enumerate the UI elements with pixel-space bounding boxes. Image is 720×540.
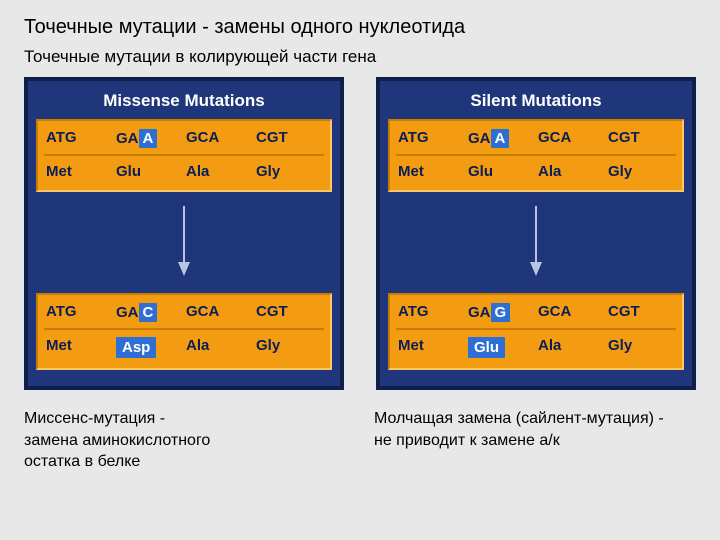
panel-missense: Missense Mutations ATG GAA GCA CGT Met G…	[24, 77, 344, 390]
codon-cell: GAG	[466, 299, 536, 326]
aa-row: Met Glu Ala Gly	[396, 159, 676, 184]
mutation-highlight: G	[491, 303, 511, 322]
aa-cell: Met	[396, 333, 466, 362]
codon-cell: CGT	[254, 125, 324, 152]
aa-cell: Ala	[536, 333, 606, 362]
captions-row: Миссенс-мутация - замена аминокислотного…	[24, 408, 696, 473]
arrow-down	[36, 198, 332, 293]
caption-silent: Молчащая замена (сайлент-мутация) - не п…	[374, 408, 694, 473]
codon-cell: CGT	[606, 299, 676, 326]
mutation-highlight: A	[491, 129, 510, 148]
aa-cell: Gly	[254, 333, 324, 362]
aa-row: Met Glu Ala Gly	[44, 159, 324, 184]
codon-cell: ATG	[44, 299, 114, 326]
missense-top-block: ATG GAA GCA CGT Met Glu Ala Gly	[36, 119, 332, 192]
aa-highlight: Asp	[116, 337, 156, 358]
arrow-down-icon	[176, 206, 192, 276]
codon-cell: GAC	[114, 299, 184, 326]
aa-cell: Met	[44, 159, 114, 184]
codon-row: ATG GAA GCA CGT	[44, 125, 324, 156]
codon-cell: GCA	[184, 299, 254, 326]
aa-cell: Ala	[184, 159, 254, 184]
arrow-down-icon	[528, 206, 544, 276]
codon-cell: CGT	[254, 299, 324, 326]
caption-missense: Миссенс-мутация - замена аминокислотного…	[24, 408, 344, 473]
codon-row: ATG GAG GCA CGT	[396, 299, 676, 330]
codon-cell: GCA	[536, 125, 606, 152]
aa-cell: Asp	[114, 333, 184, 362]
page-subtitle: Точечные мутации в колирующей части гена	[24, 47, 696, 67]
codon-cell: ATG	[396, 125, 466, 152]
aa-row: Met Glu Ala Gly	[396, 333, 676, 362]
silent-bottom-block: ATG GAG GCA CGT Met Glu Ala Gly	[388, 293, 684, 370]
codon-cell: GCA	[184, 125, 254, 152]
aa-cell: Met	[396, 159, 466, 184]
aa-cell: Met	[44, 333, 114, 362]
aa-cell: Ala	[184, 333, 254, 362]
aa-cell: Glu	[466, 333, 536, 362]
codon-cell: ATG	[44, 125, 114, 152]
panel-silent: Silent Mutations ATG GAA GCA CGT Met Glu…	[376, 77, 696, 390]
aa-cell: Gly	[606, 159, 676, 184]
aa-highlight: Glu	[468, 337, 505, 358]
aa-cell: Glu	[114, 159, 184, 184]
codon-cell: ATG	[396, 299, 466, 326]
mutation-highlight: C	[139, 303, 158, 322]
panel-title-missense: Missense Mutations	[36, 87, 332, 119]
aa-cell: Ala	[536, 159, 606, 184]
panels-row: Missense Mutations ATG GAA GCA CGT Met G…	[24, 77, 696, 390]
aa-cell: Gly	[254, 159, 324, 184]
codon-cell: GCA	[536, 299, 606, 326]
aa-row: Met Asp Ala Gly	[44, 333, 324, 362]
panel-title-silent: Silent Mutations	[388, 87, 684, 119]
codon-cell: GAA	[466, 125, 536, 152]
silent-top-block: ATG GAA GCA CGT Met Glu Ala Gly	[388, 119, 684, 192]
page-title: Точечные мутации - замены одного нуклеот…	[24, 16, 696, 39]
codon-cell: GAA	[114, 125, 184, 152]
codon-row: ATG GAA GCA CGT	[396, 125, 676, 156]
codon-row: ATG GAC GCA CGT	[44, 299, 324, 330]
aa-cell: Glu	[466, 159, 536, 184]
aa-cell: Gly	[606, 333, 676, 362]
codon-cell: CGT	[606, 125, 676, 152]
mutation-highlight: A	[139, 129, 158, 148]
arrow-down	[388, 198, 684, 293]
missense-bottom-block: ATG GAC GCA CGT Met Asp Ala Gly	[36, 293, 332, 370]
